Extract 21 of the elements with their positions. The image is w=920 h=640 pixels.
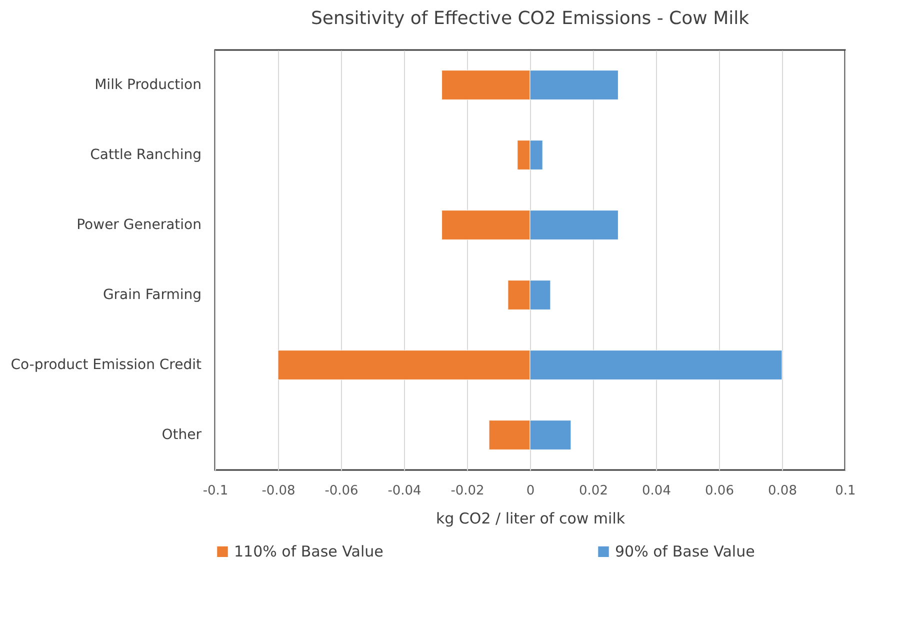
x-tick-label: -0.08 xyxy=(262,484,296,498)
x-tick-label: 0.06 xyxy=(705,484,734,498)
x-tick-label: 0.02 xyxy=(579,484,608,498)
chart-title: Sensitivity of Effective CO2 Emissions - Cow Milk xyxy=(310,8,750,29)
x-tick-label: -0.06 xyxy=(324,484,358,498)
legend-label: 90% of Base Value xyxy=(615,542,755,561)
y-tick-label: Grain Farming xyxy=(102,287,202,303)
y-tick-label: Other xyxy=(162,427,202,443)
x-tick-label: 0.1 xyxy=(835,484,856,498)
x-tick-label: -0.02 xyxy=(450,484,484,498)
x-tick-label: -0.1 xyxy=(202,484,228,498)
x-tick-label: -0.04 xyxy=(388,484,422,498)
legend-label: 110% of Base Value xyxy=(234,542,384,561)
y-tick-label: Power Generation xyxy=(76,217,202,233)
y-tick-label: Milk Production xyxy=(94,77,202,93)
x-axis-title: kg CO2 / liter of cow milk xyxy=(436,510,626,528)
y-tick-label: Co-product Emission Credit xyxy=(10,357,202,373)
x-tick-label: 0.04 xyxy=(642,484,671,498)
y-tick-label: Cattle Ranching xyxy=(90,147,202,163)
x-tick-label: 0 xyxy=(526,484,535,498)
x-tick-label: 0.08 xyxy=(768,484,797,498)
